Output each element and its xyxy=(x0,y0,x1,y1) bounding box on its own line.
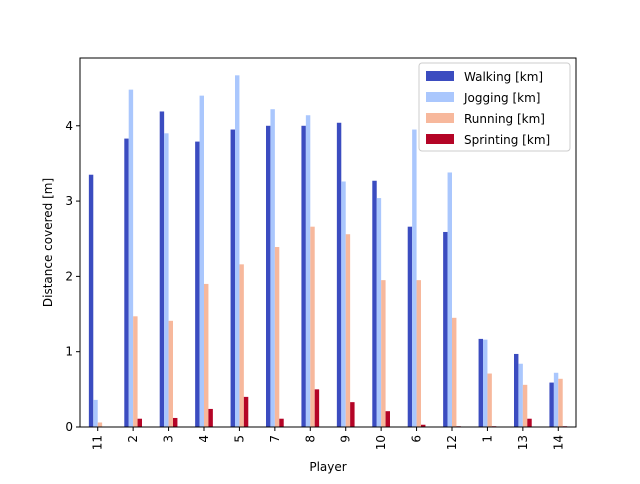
bar-running-player-14 xyxy=(558,378,563,427)
bar-walking-player-7 xyxy=(266,125,271,427)
y-tick-label: 3 xyxy=(65,194,73,208)
bar-jogging-player-10 xyxy=(376,198,382,427)
bar-jogging-player-6 xyxy=(412,129,417,428)
bar-sprinting-player-6 xyxy=(421,424,426,427)
bar-running-player-13 xyxy=(522,384,528,427)
bar-walking-player-14 xyxy=(549,382,554,427)
bar-sprinting-player-3 xyxy=(173,417,178,427)
bar-running-player-8 xyxy=(310,226,315,427)
x-tick-label: 2 xyxy=(126,435,140,443)
bar-walking-player-13 xyxy=(514,353,519,427)
bar-jogging-player-3 xyxy=(164,133,169,427)
x-tick-label: 12 xyxy=(445,435,459,450)
legend-entry: Walking [km] xyxy=(464,70,543,84)
y-tick-label: 0 xyxy=(65,420,73,434)
bar-jogging-player-11 xyxy=(93,399,98,427)
bar-walking-player-6 xyxy=(407,226,413,427)
x-tick-label: 6 xyxy=(410,435,424,443)
bar-sprinting-player-8 xyxy=(314,389,320,427)
bar-walking-player-8 xyxy=(301,125,306,427)
y-tick-label: 1 xyxy=(65,345,73,359)
bar-jogging-player-13 xyxy=(518,363,523,427)
bar-sprinting-player-13 xyxy=(527,418,532,427)
bars-layer xyxy=(88,75,568,428)
bar-jogging-player-4 xyxy=(199,95,204,428)
legend-swatch xyxy=(426,134,454,144)
bar-walking-player-3 xyxy=(159,111,165,427)
legend-swatch xyxy=(426,113,454,123)
bar-walking-player-4 xyxy=(195,141,200,427)
bar-jogging-player-14 xyxy=(553,372,559,427)
bar-running-player-9 xyxy=(345,234,351,427)
bar-jogging-player-8 xyxy=(305,115,311,427)
plot-frame xyxy=(79,57,577,428)
legend-swatch xyxy=(426,71,454,81)
bar-running-player-1 xyxy=(487,373,492,427)
bar-jogging-player-7 xyxy=(270,109,275,428)
x-tick-label: 1 xyxy=(480,435,494,443)
x-tick-label: 9 xyxy=(339,435,353,443)
legend-entry: Sprinting [km] xyxy=(464,133,550,147)
x-tick-label: 8 xyxy=(303,435,317,443)
bar-jogging-player-12 xyxy=(447,172,452,427)
x-tick-label: 4 xyxy=(197,435,211,443)
legend-swatch xyxy=(426,92,454,102)
bar-running-player-7 xyxy=(274,247,280,427)
bar-sprinting-player-2 xyxy=(137,418,142,427)
legend: Walking [km] Jogging [km] Running [km] Spri… xyxy=(418,62,571,152)
y-tick-label: 4 xyxy=(65,119,73,133)
y-tick-label: 2 xyxy=(65,269,73,283)
x-tick-label: 10 xyxy=(374,435,388,450)
y-axis-label: Distance covered [m] xyxy=(41,178,55,307)
bar-running-player-12 xyxy=(452,317,457,427)
bar-walking-player-1 xyxy=(478,338,483,427)
bar-running-player-10 xyxy=(381,280,386,427)
bar-running-player-4 xyxy=(204,283,209,427)
bar-sprinting-player-4 xyxy=(208,408,213,427)
bar-jogging-player-9 xyxy=(341,181,346,427)
x-axis-label: Player xyxy=(309,460,346,474)
legend-entry: Jogging [km] xyxy=(463,91,541,105)
bar-running-player-2 xyxy=(133,316,138,427)
x-tick-label: 11 xyxy=(91,435,105,450)
bar-running-player-11 xyxy=(97,422,103,427)
bar-sprinting-player-5 xyxy=(243,396,249,427)
x-tick-label: 3 xyxy=(162,435,176,443)
x-tick-label: 5 xyxy=(232,435,246,443)
x-tick-label: 7 xyxy=(268,435,282,443)
y-axis: 0 1 2 3 4 xyxy=(65,119,80,434)
bar-running-player-6 xyxy=(416,280,421,427)
legend-entry: Running [km] xyxy=(464,112,545,126)
bar-walking-player-2 xyxy=(124,138,129,427)
bar-jogging-player-2 xyxy=(128,89,134,427)
bar-jogging-player-1 xyxy=(483,339,488,427)
bar-running-player-5 xyxy=(239,264,244,427)
bar-walking-player-10 xyxy=(372,180,377,427)
bar-walking-player-11 xyxy=(88,174,94,427)
bar-walking-player-12 xyxy=(443,231,448,427)
x-tick-label: 14 xyxy=(551,435,565,450)
bar-running-player-3 xyxy=(168,320,173,427)
bar-jogging-player-5 xyxy=(235,75,240,427)
bar-sprinting-player-7 xyxy=(279,418,284,427)
x-axis: 11 2 3 4 5 7 8 9 10 6 12 1 13 14 xyxy=(91,427,565,450)
bar-walking-player-9 xyxy=(336,122,342,427)
bar-walking-player-5 xyxy=(230,129,235,428)
legend-box xyxy=(418,62,571,152)
bar-sprinting-player-9 xyxy=(350,402,355,427)
x-tick-label: 13 xyxy=(516,435,530,450)
bar-sprinting-player-10 xyxy=(385,411,390,427)
